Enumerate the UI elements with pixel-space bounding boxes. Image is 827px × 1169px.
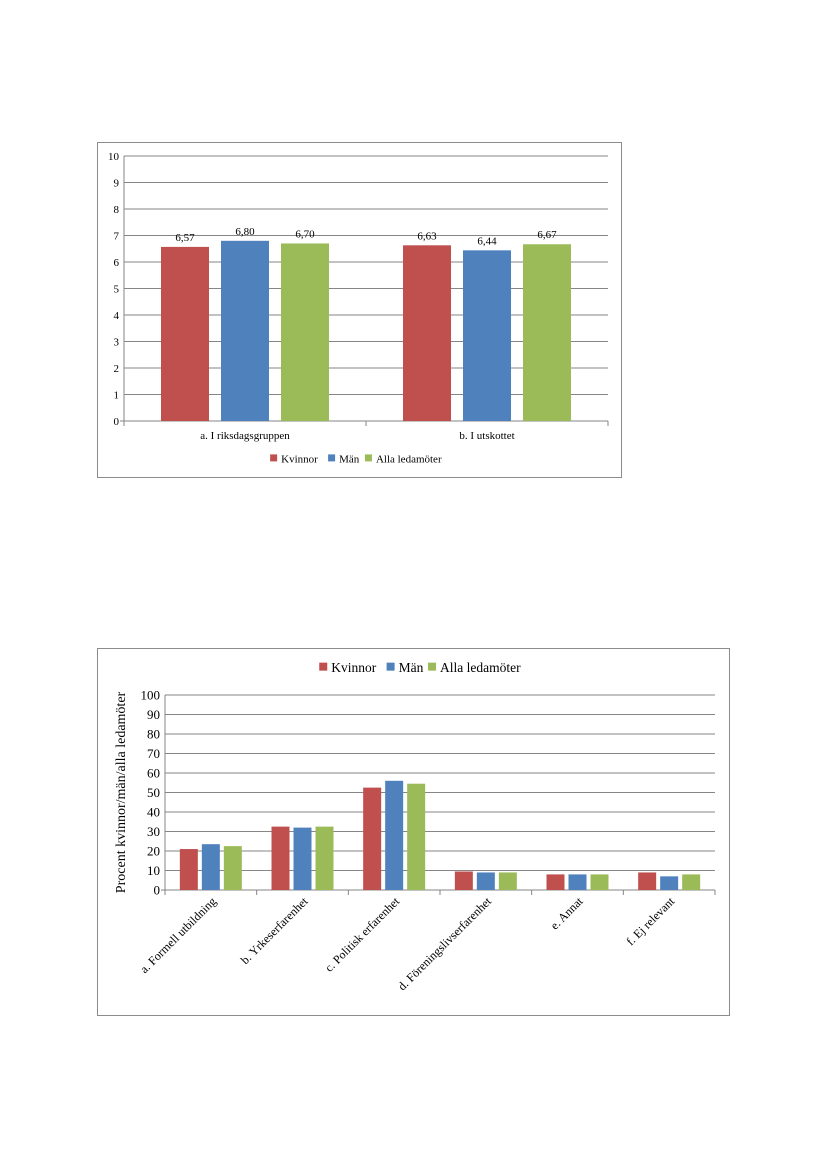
y-tick-label: 10 <box>108 151 120 163</box>
legend-label: Män <box>399 660 424 675</box>
bar-alla-ledam-ter <box>682 874 701 890</box>
bar-kvinnor <box>271 826 290 890</box>
y-tick-label: 60 <box>147 766 160 781</box>
y-axis-title: Procent kvinnor/män/alla ledamöter <box>114 691 129 893</box>
y-tick-label: 10 <box>147 863 160 878</box>
y-tick-label: 0 <box>114 416 120 428</box>
bar-kvinnor <box>363 787 382 890</box>
legend-label: Män <box>339 453 360 465</box>
legend-label: Kvinnor <box>331 660 377 675</box>
bar-kvinnor <box>546 874 565 890</box>
y-tick-label: 20 <box>147 844 160 859</box>
y-tick-label: 3 <box>114 336 120 348</box>
x-category-label: a. Formell utbildning <box>137 894 219 976</box>
y-tick-label: 5 <box>114 283 120 295</box>
legend-swatch <box>386 662 395 671</box>
data-label: 6,80 <box>235 226 255 238</box>
chart-ratings: 0 1 2 3 4 5 6 7 8 9 10 6,57 6,80 6,70 a. I riksdagsgru… <box>97 142 622 478</box>
y-tick-label: 50 <box>147 785 160 800</box>
y-tick-label: 30 <box>147 824 160 839</box>
bar-m-n <box>293 827 312 890</box>
y-tick-label: 0 <box>154 883 161 898</box>
bar-kvinnor <box>179 849 198 890</box>
y-tick-label: 2 <box>114 363 120 375</box>
bar-m-n <box>385 780 404 890</box>
data-label: 6,63 <box>417 230 437 242</box>
bar-kvinnor <box>638 872 657 890</box>
bar-alla-ledam-ter <box>523 244 571 421</box>
chart-ratings-svg: 0 1 2 3 4 5 6 7 8 9 10 6,57 6,80 6,70 a. I riksdagsgru… <box>108 151 609 465</box>
x-category-label: b. I utskottet <box>459 430 514 442</box>
bar-kvinnor <box>454 871 473 890</box>
y-tick-label: 70 <box>147 746 160 761</box>
bar-kvinnor <box>161 246 209 421</box>
legend-swatch <box>328 454 336 462</box>
data-label: 6,44 <box>477 235 497 247</box>
legend-swatch <box>319 662 328 671</box>
bar-m-n <box>463 250 511 421</box>
x-category-label: c. Politisk erfarenhet <box>322 894 403 975</box>
y-tick-label: 9 <box>114 177 120 189</box>
y-tick-label: 1 <box>114 389 120 401</box>
legend-swatch <box>428 662 437 671</box>
bar-alla-ledam-ter <box>407 783 426 890</box>
data-label: 6,70 <box>295 228 315 240</box>
bar-alla-ledam-ter <box>498 872 517 890</box>
legend-label: Alla ledamöter <box>440 660 521 675</box>
x-category-label: e. Annat <box>547 894 586 933</box>
bar-m-n <box>660 876 679 890</box>
data-label: 6,67 <box>537 229 557 241</box>
legend-label: Alla ledamöter <box>376 453 442 465</box>
bar-alla-ledam-ter <box>315 826 334 890</box>
bar-alla-ledam-ter <box>281 243 329 421</box>
y-tick-label: 7 <box>114 230 120 242</box>
y-tick-label: 90 <box>147 707 160 722</box>
legend-swatch <box>270 454 278 462</box>
legend-label: Kvinnor <box>281 453 318 465</box>
y-tick-label: 4 <box>114 310 120 322</box>
chart-experience: 0 10 20 30 40 50 60 70 80 90 100 a. Formell utbildn… <box>97 648 730 1016</box>
bar-alla-ledam-ter <box>590 874 609 890</box>
bar-m-n <box>476 872 495 890</box>
y-tick-label: 6 <box>114 257 120 269</box>
bar-m-n <box>568 874 587 890</box>
y-tick-label: 100 <box>141 688 161 703</box>
y-tick-label: 80 <box>147 727 160 742</box>
bar-m-n <box>201 844 220 890</box>
chart-experience-svg: 0 10 20 30 40 50 60 70 80 90 100 a. Formell utbildn… <box>114 660 716 993</box>
x-category-label: f. Ej relevant <box>623 894 677 948</box>
y-tick-label: 40 <box>147 805 160 820</box>
legend-swatch <box>364 454 372 462</box>
x-category-label: a. I riksdagsgruppen <box>200 430 290 442</box>
bar-kvinnor <box>403 245 451 421</box>
x-category-label: b. Yrkeserfarenhet <box>238 894 311 967</box>
x-category-label: d. Föreningslivserfarenhet <box>395 894 494 993</box>
bar-alla-ledam-ter <box>223 846 242 890</box>
bar-m-n <box>221 240 269 421</box>
data-label: 6,57 <box>175 232 195 244</box>
y-tick-label: 8 <box>114 204 120 216</box>
